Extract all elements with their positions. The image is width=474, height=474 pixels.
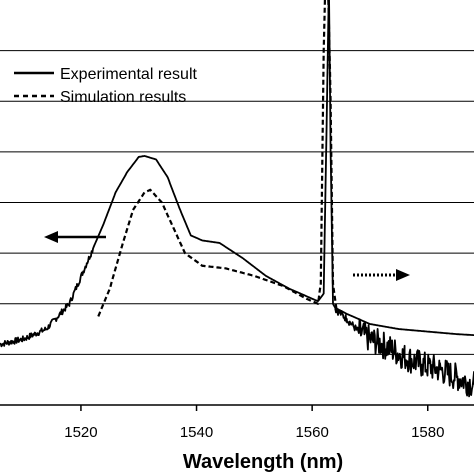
legend: Experimental result Simulation results [14,66,198,106]
series-line-1 [97,0,338,317]
x-tick-label: 1560 [295,424,328,441]
legend-label-simulation: Simulation results [60,89,186,106]
x-tick-label: 1520 [64,424,97,441]
series-line-0 [0,0,474,348]
left-axis-arrow [44,231,106,243]
series-group [0,0,474,398]
x-ticks: 1520 1540 1560 1580 [64,405,444,441]
series-line-2 [334,307,474,398]
x-tick-label: 1540 [180,424,213,441]
right-axis-arrow [353,269,410,281]
legend-label-experimental: Experimental result [60,66,198,83]
x-axis-label: Wavelength (nm) [183,451,343,473]
gridlines [0,50,474,355]
x-tick-label: 1580 [411,424,444,441]
